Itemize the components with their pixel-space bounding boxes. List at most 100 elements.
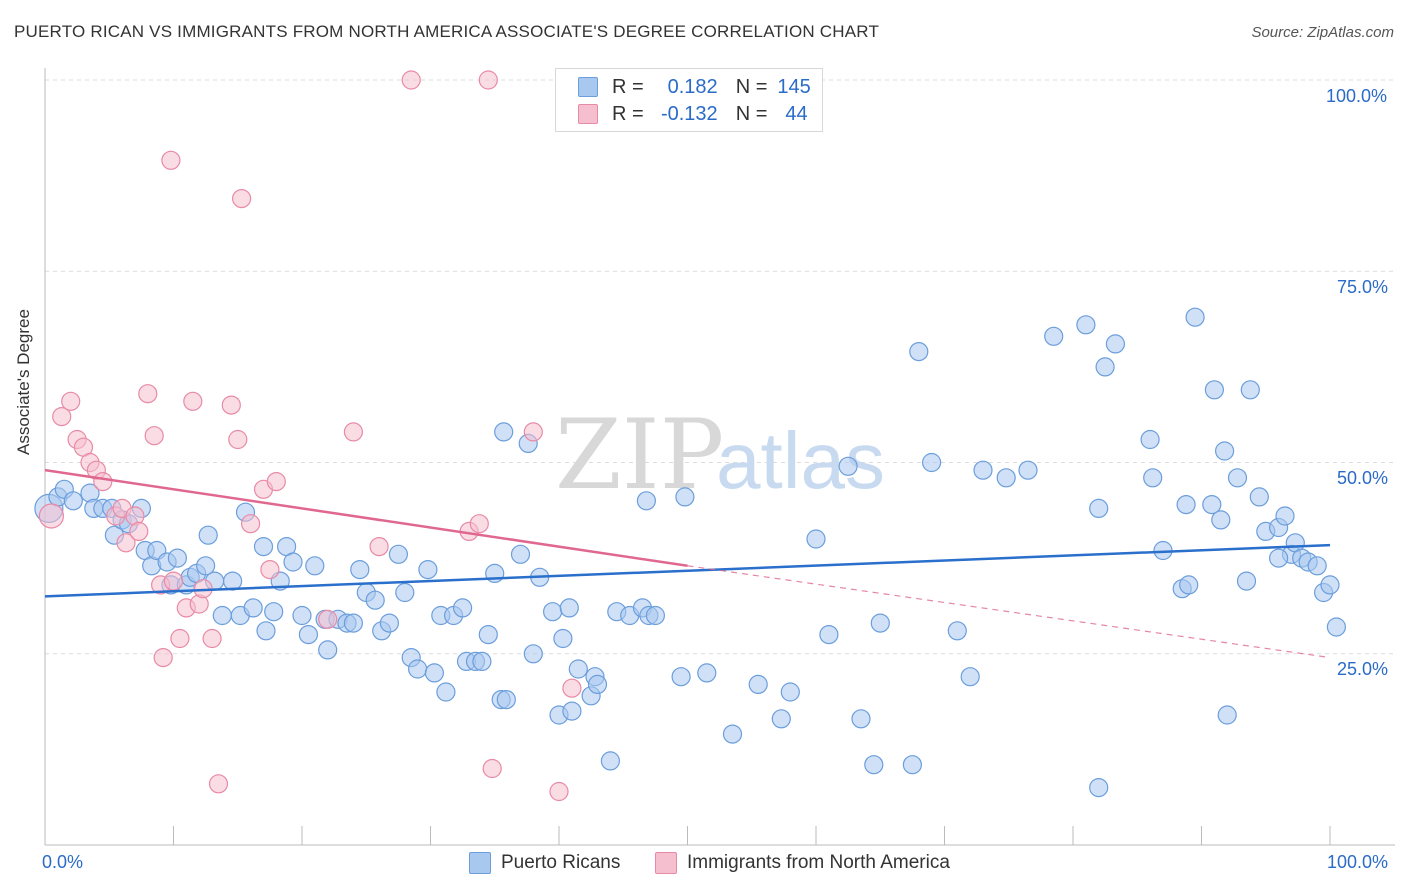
legend-label: Immigrants from North America xyxy=(687,852,950,873)
point-puerto-rican xyxy=(1268,548,1289,568)
point-puerto-rican xyxy=(600,751,621,771)
legend-item-puerto-ricans: Puerto Ricans xyxy=(469,852,620,874)
point-immigrant xyxy=(549,781,569,802)
point-immigrant xyxy=(138,384,158,404)
y-axis-title: Associate's Degree xyxy=(14,309,33,455)
point-puerto-rican xyxy=(1140,429,1160,450)
series-puerto-ricans xyxy=(34,307,1347,798)
point-puerto-rican xyxy=(198,525,218,545)
point-puerto-rican xyxy=(1143,468,1163,488)
point-puerto-rican xyxy=(1179,575,1199,595)
point-immigrant xyxy=(202,628,222,649)
point-puerto-rican xyxy=(408,659,428,679)
trend-line-puerto-ricans xyxy=(44,543,1331,598)
legend-item-immigrants: Immigrants from North America xyxy=(655,852,950,874)
point-puerto-rican xyxy=(253,536,274,557)
point-immigrant xyxy=(266,472,286,492)
point-puerto-rican xyxy=(1236,571,1257,591)
point-puerto-rican xyxy=(1105,334,1126,354)
point-puerto-rican xyxy=(1018,460,1038,480)
point-immigrant xyxy=(369,536,389,557)
point-immigrant xyxy=(232,189,252,209)
point-puerto-rican xyxy=(921,452,942,473)
point-puerto-rican xyxy=(167,548,187,568)
point-puerto-rican xyxy=(1176,495,1196,515)
point-puerto-rican xyxy=(636,491,657,511)
r-value: -0.132 xyxy=(660,102,718,125)
n-label: N = xyxy=(735,102,768,125)
r-label: R = xyxy=(612,75,644,98)
point-puerto-rican xyxy=(365,590,385,610)
point-puerto-rican xyxy=(395,582,415,603)
legend-row-pink: R = -0.132 N = 44 xyxy=(578,101,808,127)
point-puerto-rican xyxy=(1240,380,1260,400)
series-legend: Puerto Ricans Immigrants from North Amer… xyxy=(0,852,1406,878)
point-immigrant xyxy=(228,429,248,450)
blue-swatch xyxy=(578,77,598,97)
point-immigrant xyxy=(144,426,164,446)
point-puerto-rican xyxy=(472,651,492,672)
point-puerto-rican xyxy=(478,624,498,645)
n-value: 145 xyxy=(777,75,811,98)
point-puerto-rican xyxy=(436,682,456,702)
point-puerto-rican xyxy=(562,701,582,721)
y-tick-100: 100.0% xyxy=(1326,86,1388,106)
point-puerto-rican xyxy=(379,613,399,633)
point-immigrant xyxy=(562,678,582,698)
point-puerto-rican xyxy=(453,598,473,618)
chart-title: PUERTO RICAN VS IMMIGRANTS FROM NORTH AM… xyxy=(14,22,880,41)
point-puerto-rican xyxy=(806,529,826,549)
point-immigrant xyxy=(482,758,502,779)
blue-swatch xyxy=(469,852,491,874)
r-value: 0.182 xyxy=(667,75,718,98)
point-puerto-rican xyxy=(1275,506,1295,526)
point-puerto-rican xyxy=(292,605,312,626)
point-puerto-rican xyxy=(212,605,232,626)
watermark-atlas: atlas xyxy=(716,416,885,505)
point-immigrant xyxy=(52,407,72,427)
point-puerto-rican xyxy=(63,491,83,511)
x-tick-left: 0.0% xyxy=(42,852,84,872)
point-puerto-rican xyxy=(243,598,263,618)
point-puerto-rican xyxy=(645,605,666,626)
trend-line-immigrants xyxy=(44,468,688,568)
point-puerto-rican xyxy=(1044,326,1064,346)
point-puerto-rican xyxy=(870,613,890,633)
point-puerto-rican xyxy=(318,640,338,660)
point-puerto-rican xyxy=(1211,510,1231,530)
point-puerto-rican xyxy=(1089,498,1109,518)
point-puerto-rican xyxy=(1214,441,1235,461)
point-immigrant xyxy=(161,150,181,170)
point-puerto-rican xyxy=(996,468,1016,488)
y-tick-25: 25.0% xyxy=(1337,659,1389,679)
point-puerto-rican xyxy=(496,689,516,710)
r-label: R = xyxy=(612,102,644,125)
watermark-zip: ZIP xyxy=(555,399,724,511)
point-puerto-rican xyxy=(424,663,444,683)
point-puerto-rican xyxy=(1217,705,1237,725)
point-puerto-rican xyxy=(298,624,318,645)
point-immigrant xyxy=(170,628,190,649)
point-puerto-rican xyxy=(771,709,791,729)
point-puerto-rican xyxy=(1320,575,1340,595)
point-puerto-rican xyxy=(1326,617,1347,637)
point-immigrant xyxy=(469,514,489,534)
point-immigrant xyxy=(523,422,543,442)
legend-row-blue: R = 0.182 N = 145 xyxy=(578,74,811,100)
point-immigrant xyxy=(61,391,81,411)
source-label: Source: ZipAtlas.com xyxy=(1251,24,1394,41)
point-puerto-rican xyxy=(780,682,800,702)
point-puerto-rican xyxy=(1227,468,1248,488)
point-puerto-rican xyxy=(542,602,563,622)
point-puerto-rican xyxy=(1095,357,1115,377)
point-puerto-rican xyxy=(909,342,929,362)
legend-label: Puerto Ricans xyxy=(501,852,621,873)
point-puerto-rican xyxy=(1204,380,1225,400)
point-immigrant xyxy=(183,391,203,411)
gridlines xyxy=(45,79,1395,655)
point-puerto-rican xyxy=(838,456,858,476)
point-puerto-rican xyxy=(256,621,276,641)
point-immigrant xyxy=(260,559,280,580)
y-tick-75: 75.0% xyxy=(1337,277,1389,297)
